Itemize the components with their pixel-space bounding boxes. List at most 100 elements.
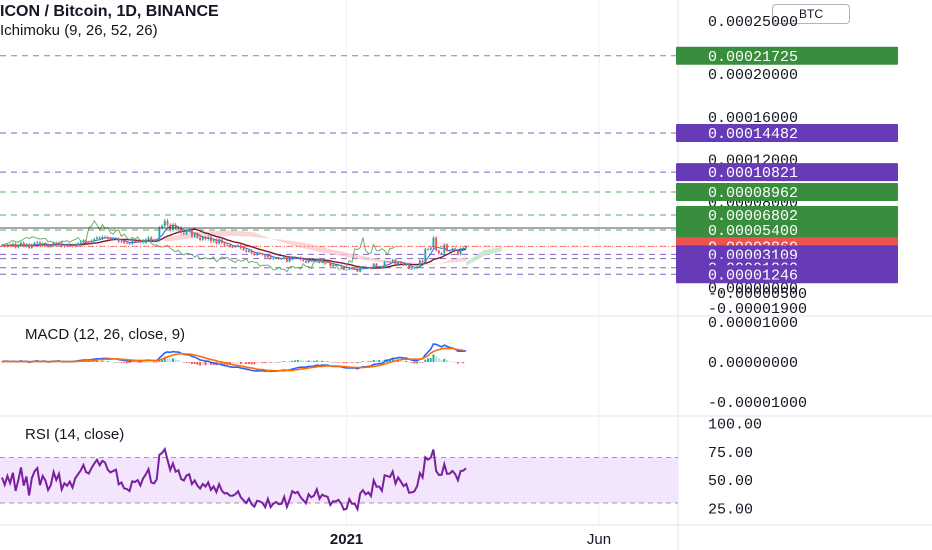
candle-body [115,238,117,240]
macd-legend[interactable]: MACD (12, 26, close, 9) [25,326,186,343]
macd-histogram-bar [375,360,378,362]
price-tag-label: 0.00006802 [708,208,798,225]
candle-body [193,234,196,237]
macd-line [1,343,467,373]
macd-histogram-bar [180,361,183,363]
candle-body [261,253,264,255]
candle-body [313,260,315,262]
candle-body [375,263,378,267]
price-tag-label: 0.00005400 [708,223,798,240]
candle-body [44,243,47,245]
candle-body [334,265,337,267]
macd-histogram-bar [321,360,324,362]
rsi-pane[interactable] [0,446,678,513]
macd-histogram-bar [242,362,245,364]
candle-body [11,243,14,246]
candle-body [462,248,465,249]
candle-body [106,237,109,239]
candle-body [247,250,250,252]
price-tag-label: 0.00010821 [708,165,798,182]
candle-body [125,242,128,244]
macd-histogram-bar [245,362,248,364]
price-tag-badge [676,220,898,239]
candle-body [1,245,3,246]
candle-body [351,267,353,270]
price-axis[interactable]: 0.000250000.000200000.000160000.00012000… [676,14,898,519]
macd-histogram-bar [304,360,307,362]
macd-histogram-bar [280,361,283,363]
macd-histogram-bar [264,362,267,364]
candle-body [128,243,131,244]
macd-histogram-bar [437,358,440,362]
candle-body [14,243,17,248]
candle-body [63,245,66,247]
macd-histogram-bar [405,360,408,362]
macd-histogram-bar [315,360,318,362]
macd-histogram-bar [158,360,161,362]
macd-histogram-bar [166,357,169,362]
rsi-legend[interactable]: RSI (14, close) [25,426,125,443]
candle-body [245,250,248,252]
macd-histogram-bar [340,362,343,363]
candle-body [418,260,421,267]
price-tag-badge [676,46,898,65]
candle-body [98,237,101,239]
candle-body [291,256,294,260]
macd-histogram-bar [421,362,424,363]
macd-histogram-bar [109,361,112,363]
macd-histogram-bar [231,362,234,365]
candle-body [294,256,296,258]
candle-body [307,259,310,263]
macd-histogram-bar [348,362,351,363]
candle-body [275,257,278,259]
candle-body [136,240,139,242]
currency-badge[interactable]: BTC [772,4,850,24]
macd-histogram-bar [454,362,457,363]
candle-body [79,242,82,244]
macd-histogram-bar [150,362,153,363]
candle-body [448,250,451,252]
candle-body [266,255,269,258]
macd-histogram-bar [345,362,348,364]
price-pane[interactable] [0,55,678,275]
candle-body [220,239,223,244]
candle-body [188,229,191,231]
candle-body [161,226,164,228]
candle-body [237,245,240,247]
candle-body [163,220,166,227]
macd-histogram-bar [367,361,370,362]
time-axis[interactable]: 2021 Jun [330,531,611,548]
price-tick-label: 0.00016000 [708,110,798,127]
candle-body [52,242,55,246]
macd-histogram-bar [144,362,147,363]
ichimoku-legend[interactable]: Ichimoku (9, 26, 52, 26) [0,22,158,39]
candle-body [147,237,150,240]
macd-histogram-bar [429,358,432,362]
candle-body [321,261,324,263]
candle-body [218,239,221,244]
candle-body [397,261,400,265]
macd-histogram-bar [410,362,413,363]
candle-body [228,245,231,247]
candle-body [264,254,267,258]
macd-histogram-bar [370,361,372,362]
macd-histogram-bar [283,361,286,362]
candle-body [41,243,44,246]
candle-body [288,259,291,262]
macd-histogram-bar [155,362,158,363]
macd-histogram-bar [253,362,256,365]
candle-body [22,242,25,247]
macd-histogram-bar [190,362,193,364]
macd-histogram-bar [329,362,332,363]
macd-pane[interactable] [1,343,467,373]
macd-histogram-bar [456,362,459,364]
macd-histogram-bar [115,362,117,363]
price-tag-badge [676,124,898,143]
macd-histogram-bar [193,362,196,364]
macd-histogram-bar [427,358,429,362]
macd-histogram-bar [432,354,435,362]
macd-histogram-bar [446,360,448,362]
macd-histogram-bar [136,362,139,363]
candle-body [47,244,50,247]
